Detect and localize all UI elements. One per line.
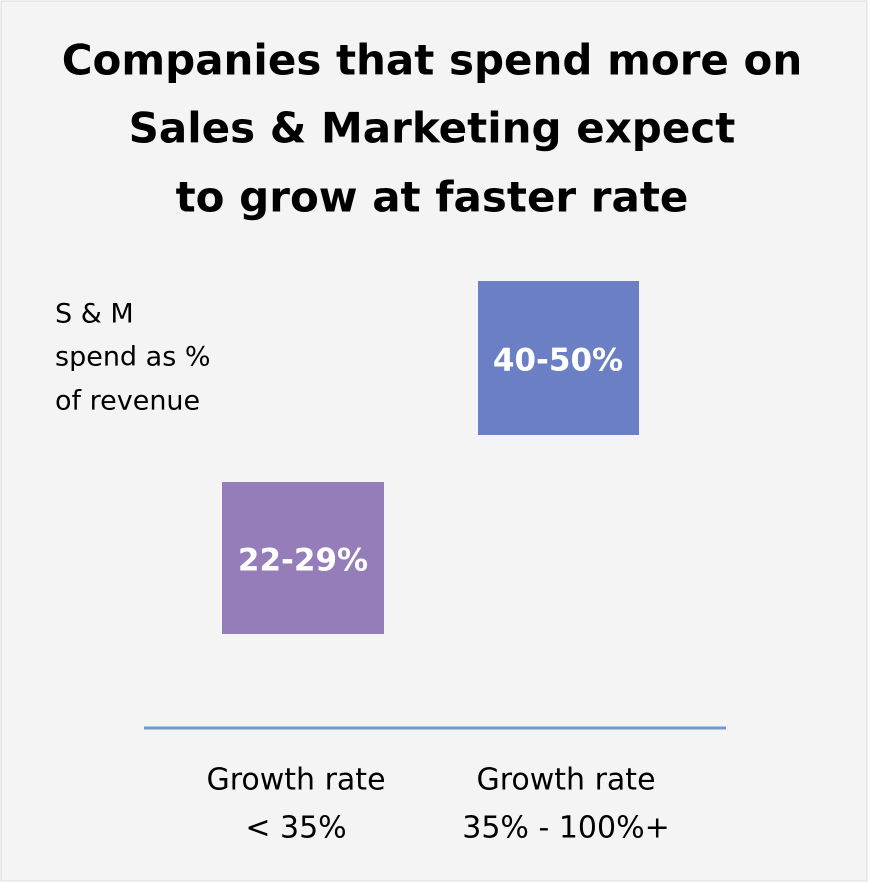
y-label-line: spend as % <box>55 342 211 373</box>
title-line: Companies that spend more on <box>62 36 803 85</box>
box-label: 22-29% <box>238 543 368 579</box>
range-box <box>222 482 384 634</box>
title-line: to grow at faster rate <box>176 173 689 222</box>
box-label: 40-50% <box>493 343 623 379</box>
y-label-line: S & M <box>55 299 134 330</box>
x-label-line: Growth rate <box>206 763 385 798</box>
x-label-line: Growth rate <box>476 763 655 798</box>
title-line: Sales & Marketing expect <box>129 104 736 153</box>
y-label-line: of revenue <box>55 386 200 417</box>
x-label-line: < 35% <box>245 811 346 846</box>
range-box <box>478 281 639 435</box>
x-label-line: 35% - 100%+ <box>462 811 669 846</box>
